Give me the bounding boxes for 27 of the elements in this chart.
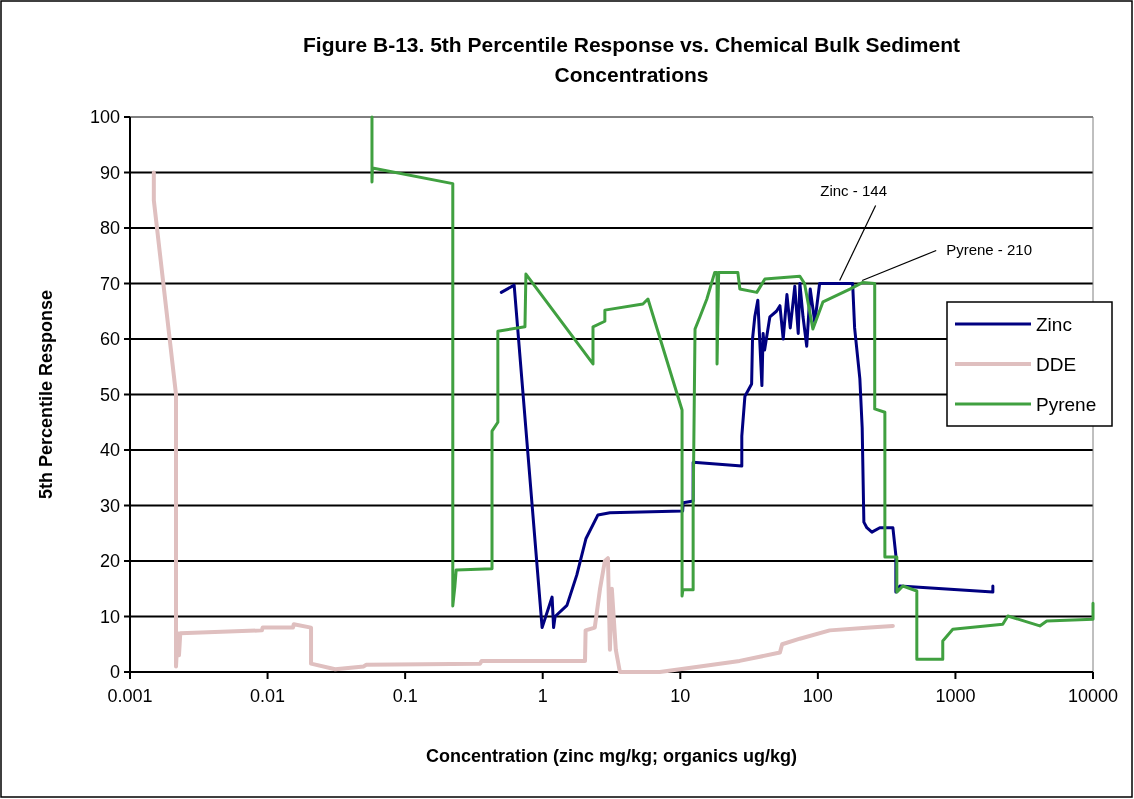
x-tick-label: 0.001 [107,686,153,706]
y-tick-label: 10 [99,606,120,627]
y-tick-label: 100 [89,107,120,128]
y-tick-label: 30 [99,495,120,516]
y-tick-label: 60 [99,329,120,350]
legend-label: Zinc [1036,313,1072,335]
legend-label: DDE [1036,353,1077,375]
y-tick-label: 70 [99,273,120,294]
y-tick-label: 40 [99,440,120,461]
x-tick-label: 1 [537,686,548,706]
x-tick-label: 0.01 [250,686,286,706]
y-tick-label: 0 [109,662,120,683]
x-tick-label: 1000 [935,686,976,706]
y-axis-title: 5th Percentile Response [36,289,56,500]
y-tick-label: 80 [99,218,120,239]
x-tick-label: 10 [670,686,691,706]
y-tick-label: 90 [99,162,120,183]
annotation: Zinc - 144 [820,181,887,199]
legend-label: Pyrene [1036,393,1097,415]
y-tick-label: 50 [99,384,120,405]
x-tick-label: 10000 [1067,686,1119,706]
x-tick-label: 100 [802,686,833,706]
x-tick-label: 0.1 [392,686,418,706]
x-axis-title: Concentration (zinc mg/kg; organics ug/kg) [425,746,798,766]
chart-title: Figure B-13. 5th Percentile Response vs. Chemical Bulk Sediment Concentrations [302,33,961,86]
annotation: Pyrene - 210 [946,240,1033,258]
y-tick-label: 20 [99,551,120,572]
